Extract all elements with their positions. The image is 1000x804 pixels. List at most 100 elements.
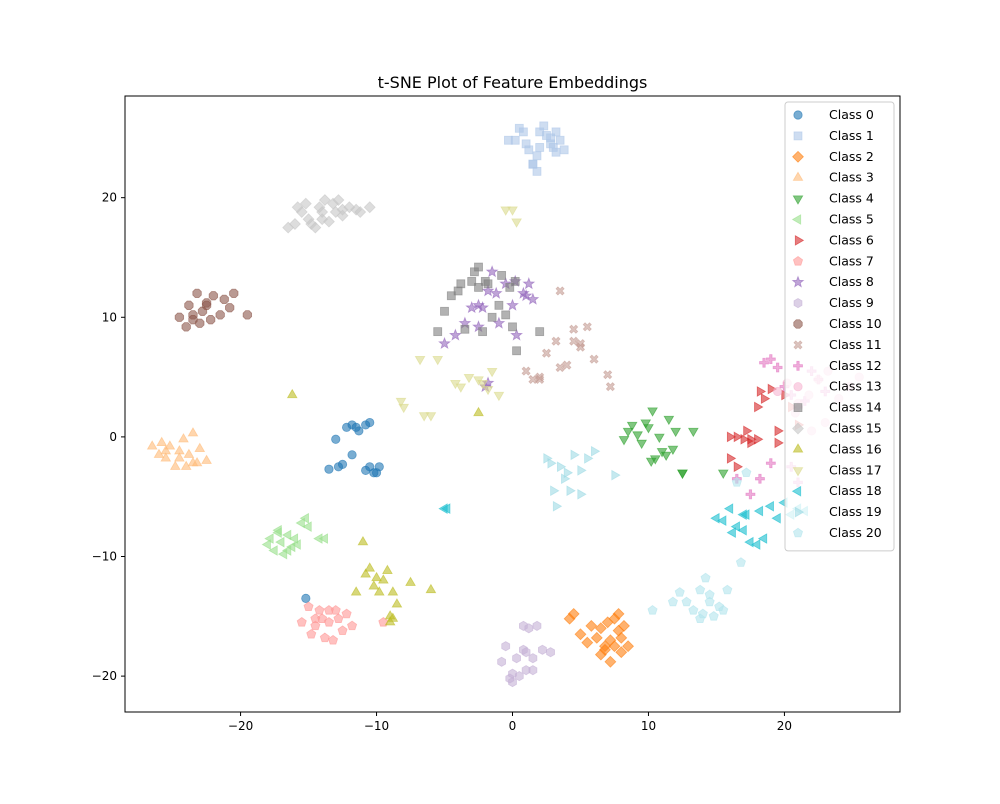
data-point-class-4 [626, 421, 638, 432]
data-point-class-5 [268, 545, 278, 556]
data-point-class-16 [357, 535, 369, 546]
legend-marker-class-13 [793, 382, 803, 392]
data-point-class-11 [555, 286, 565, 296]
data-point-class-3 [174, 452, 185, 462]
data-point-class-8 [485, 265, 499, 278]
data-point-class-17 [486, 368, 498, 378]
data-point-class-11 [582, 322, 592, 332]
data-point-class-4 [647, 407, 658, 417]
data-point-class-7 [323, 616, 334, 627]
data-point-class-11 [551, 336, 561, 346]
data-point-class-5 [295, 517, 305, 529]
data-point-class-10 [215, 310, 225, 320]
data-point-class-6 [754, 401, 764, 413]
legend-label: Class 17 [829, 462, 882, 477]
data-point-class-6 [760, 393, 771, 404]
data-point-class-20 [681, 596, 692, 607]
data-point-class-20 [731, 477, 742, 487]
data-point-class-14 [478, 327, 487, 337]
data-point-class-18 [710, 512, 720, 524]
legend-marker-class-1 [793, 131, 803, 141]
data-point-class-18 [737, 524, 747, 536]
data-point-class-12 [765, 458, 776, 469]
data-point-class-4 [636, 439, 648, 450]
data-point-class-14 [510, 276, 520, 286]
data-point-class-19 [611, 469, 621, 481]
data-point-class-16 [360, 568, 372, 578]
data-point-class-16 [387, 612, 399, 622]
data-point-class-20 [735, 557, 746, 567]
data-point-class-11 [603, 370, 613, 380]
legend-marker-class-9 [793, 298, 803, 309]
data-point-class-7 [327, 634, 339, 645]
data-point-class-7 [303, 601, 314, 612]
data-point-class-10 [229, 288, 239, 299]
data-point-class-10 [181, 322, 191, 332]
data-point-class-0 [369, 468, 379, 478]
data-point-class-14 [453, 286, 463, 296]
legend-marker-class-19 [794, 506, 805, 518]
data-point-class-7 [341, 608, 352, 619]
legend-label: Class 7 [829, 253, 874, 268]
legend-marker-class-6 [794, 235, 805, 246]
data-point-class-2 [590, 631, 603, 644]
data-point-class-0 [324, 464, 334, 474]
legend-label: Class 12 [829, 358, 882, 373]
data-point-class-20 [741, 467, 752, 478]
data-point-class-14 [512, 346, 521, 356]
data-point-class-5 [281, 545, 292, 556]
data-point-class-7 [310, 613, 321, 623]
data-point-class-15 [336, 209, 349, 222]
data-point-class-16 [473, 406, 484, 417]
data-point-class-6 [726, 431, 737, 443]
data-point-class-8 [522, 277, 536, 290]
data-point-class-16 [391, 598, 403, 608]
data-point-class-0 [374, 462, 384, 472]
legend-label: Class 11 [829, 337, 882, 352]
data-point-class-15 [299, 197, 312, 210]
legend-marker-class-5 [791, 214, 802, 225]
legend-marker-class-10 [793, 319, 803, 329]
data-point-class-6 [740, 433, 750, 445]
data-point-class-15 [316, 213, 329, 226]
data-point-class-10 [208, 291, 219, 301]
data-point-class-19 [550, 485, 560, 497]
data-point-class-17 [432, 356, 444, 366]
data-point-class-3 [146, 440, 158, 450]
data-point-class-2 [594, 622, 607, 635]
data-point-class-18 [717, 515, 727, 526]
data-point-class-17 [418, 412, 430, 422]
data-point-class-4 [618, 436, 630, 446]
legend-label: Class 3 [829, 170, 874, 185]
x-tick-label: 20 [777, 719, 792, 733]
data-point-class-2 [622, 640, 635, 653]
data-point-class-3 [183, 448, 195, 458]
data-point-class-8 [448, 328, 462, 341]
data-point-class-6 [747, 433, 757, 445]
data-point-class-17 [493, 391, 505, 402]
data-point-class-17 [507, 206, 518, 216]
x-tick-label: −20 [228, 719, 253, 733]
legend-label: Class 2 [829, 149, 874, 164]
data-point-class-12 [745, 489, 756, 500]
data-point-class-8 [510, 328, 523, 341]
data-point-class-3 [160, 445, 172, 455]
data-point-class-1 [539, 121, 549, 131]
legend-label: Class 20 [829, 525, 882, 540]
data-point-class-6 [774, 437, 784, 449]
data-point-class-3 [164, 440, 176, 450]
x-tick-label: −10 [364, 719, 389, 733]
legend: Class 0 Class 1 Class 2 Class 3 Class 4 Class… [784, 101, 895, 552]
legend-marker-class-14 [793, 403, 803, 413]
data-point-class-17 [477, 379, 488, 390]
data-point-class-7 [333, 613, 344, 623]
legend-label: Class 18 [829, 483, 882, 498]
data-point-class-1 [546, 133, 555, 143]
x-tick-label: 0 [509, 719, 517, 733]
data-point-class-18 [753, 505, 764, 517]
data-point-class-8 [506, 298, 519, 311]
data-point-class-5 [318, 533, 328, 544]
data-point-class-2 [581, 636, 594, 649]
data-point-class-20 [718, 605, 729, 615]
data-point-class-16 [373, 586, 385, 596]
